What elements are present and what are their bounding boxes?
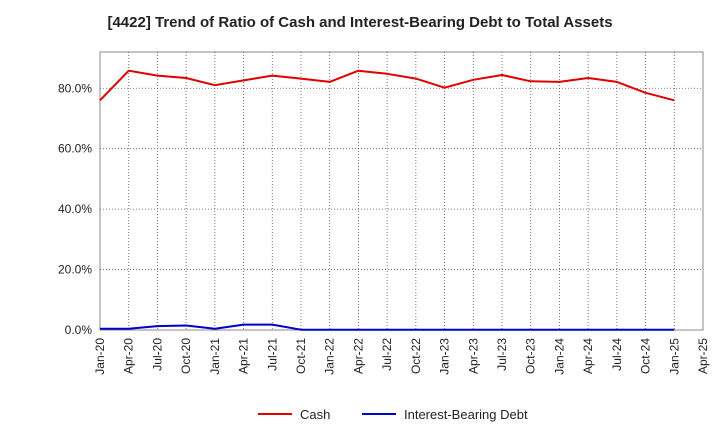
x-tick-label: Jan-23 bbox=[438, 338, 452, 375]
x-tick-label: Jan-20 bbox=[93, 338, 107, 375]
y-tick-label: 0.0% bbox=[65, 323, 93, 337]
x-tick-label: Apr-25 bbox=[696, 338, 710, 374]
axes: 0.0% 20.0% 40.0% 60.0% 80.0% Jan-20 Apr-20 Jul-… bbox=[58, 81, 710, 374]
series-line-cash bbox=[99, 69, 675, 102]
x-tick-label: Jan-22 bbox=[323, 338, 337, 375]
x-tick-label: Apr-22 bbox=[351, 338, 365, 374]
plot-frame bbox=[99, 51, 704, 331]
chart-title: [4422] Trend of Ratio of Cash and Intere… bbox=[107, 14, 613, 31]
x-tick-label: Jan-24 bbox=[552, 338, 566, 375]
y-tick-label: 60.0% bbox=[58, 142, 92, 156]
x-tick-label: Jul-21 bbox=[265, 338, 279, 371]
x-tick-label: Jan-21 bbox=[208, 338, 222, 375]
legend-label-cash: Cash bbox=[300, 407, 330, 422]
x-tick-label: Jan-25 bbox=[667, 338, 681, 375]
x-tick-label: Apr-23 bbox=[466, 338, 480, 374]
x-tick-label: Oct-21 bbox=[294, 338, 308, 374]
y-tick-label: 40.0% bbox=[58, 202, 92, 216]
y-tick-label: 20.0% bbox=[58, 263, 92, 277]
x-tick-label: Jul-24 bbox=[610, 338, 624, 371]
series-line-interest-bearing-debt bbox=[100, 323, 675, 331]
x-tick-label: Jul-22 bbox=[380, 338, 394, 371]
x-tick-label: Oct-20 bbox=[179, 338, 193, 374]
x-tick-label: Jul-20 bbox=[150, 338, 164, 371]
y-tick-label: 80.0% bbox=[58, 81, 92, 95]
legend: Cash Interest-Bearing Debt bbox=[258, 407, 528, 422]
series-lines bbox=[99, 69, 675, 331]
x-tick-label: Jul-23 bbox=[495, 338, 509, 371]
x-tick-label: Apr-20 bbox=[122, 338, 136, 374]
x-tick-label: Oct-23 bbox=[524, 338, 538, 374]
grid bbox=[99, 51, 704, 331]
x-tick-label: Oct-24 bbox=[639, 338, 653, 374]
x-tick-label: Apr-21 bbox=[237, 338, 251, 374]
x-tick-label: Apr-24 bbox=[581, 338, 595, 374]
x-tick-label: Oct-22 bbox=[409, 338, 423, 374]
legend-label-interest-bearing-debt: Interest-Bearing Debt bbox=[404, 407, 528, 422]
